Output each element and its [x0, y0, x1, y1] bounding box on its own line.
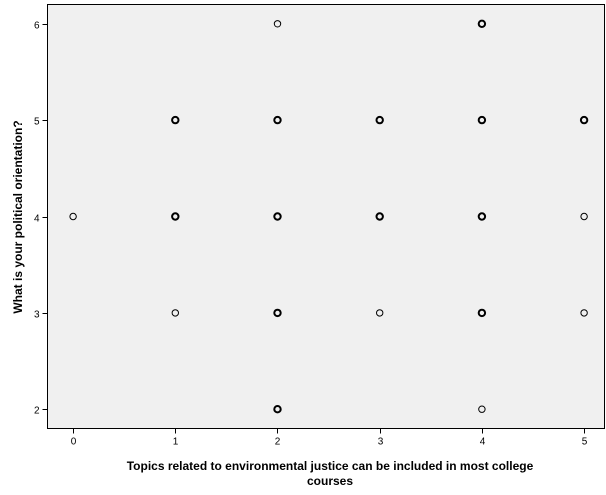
x-axis-title-line-2: courses: [307, 474, 353, 488]
y-tick-label: 3: [34, 310, 40, 321]
data-points: [69, 19, 589, 414]
data-point: [477, 115, 487, 125]
x-tick-label: 3: [378, 437, 384, 448]
data-point: [273, 405, 282, 414]
x-tick-label: 1: [173, 437, 179, 448]
y-axis: 2 3 4 5 6: [34, 21, 48, 417]
data-point: [273, 20, 282, 28]
data-point: [580, 309, 588, 317]
data-point: [273, 212, 282, 221]
data-point: [375, 212, 384, 221]
x-tick-label: 0: [71, 437, 77, 448]
y-tick-label: 2: [34, 406, 40, 417]
y-tick-label: 4: [34, 214, 40, 225]
x-axis-title-line-1: Topics related to environmental justice …: [127, 459, 534, 473]
x-tick-label: 4: [480, 437, 486, 448]
data-point: [171, 309, 180, 317]
y-axis-title: What is your political orientation?: [11, 120, 25, 313]
data-point: [477, 19, 487, 28]
plot-area: [47, 4, 605, 429]
data-point: [69, 212, 77, 221]
data-point: [477, 308, 487, 318]
x-tick-label: 5: [582, 437, 588, 448]
data-point: [171, 115, 180, 125]
y-tick-label: 5: [34, 117, 40, 128]
data-point: [580, 212, 588, 221]
x-axis: 0 1 2 3 4 5: [71, 428, 588, 448]
data-point: [579, 115, 589, 125]
data-point: [478, 405, 486, 413]
data-point: [375, 115, 384, 125]
data-point: [171, 212, 180, 221]
data-point: [273, 115, 282, 125]
data-point: [273, 308, 282, 318]
y-tick-label: 6: [34, 21, 40, 32]
data-point: [477, 212, 487, 221]
data-point: [376, 309, 384, 317]
x-tick-label: 2: [275, 437, 281, 448]
